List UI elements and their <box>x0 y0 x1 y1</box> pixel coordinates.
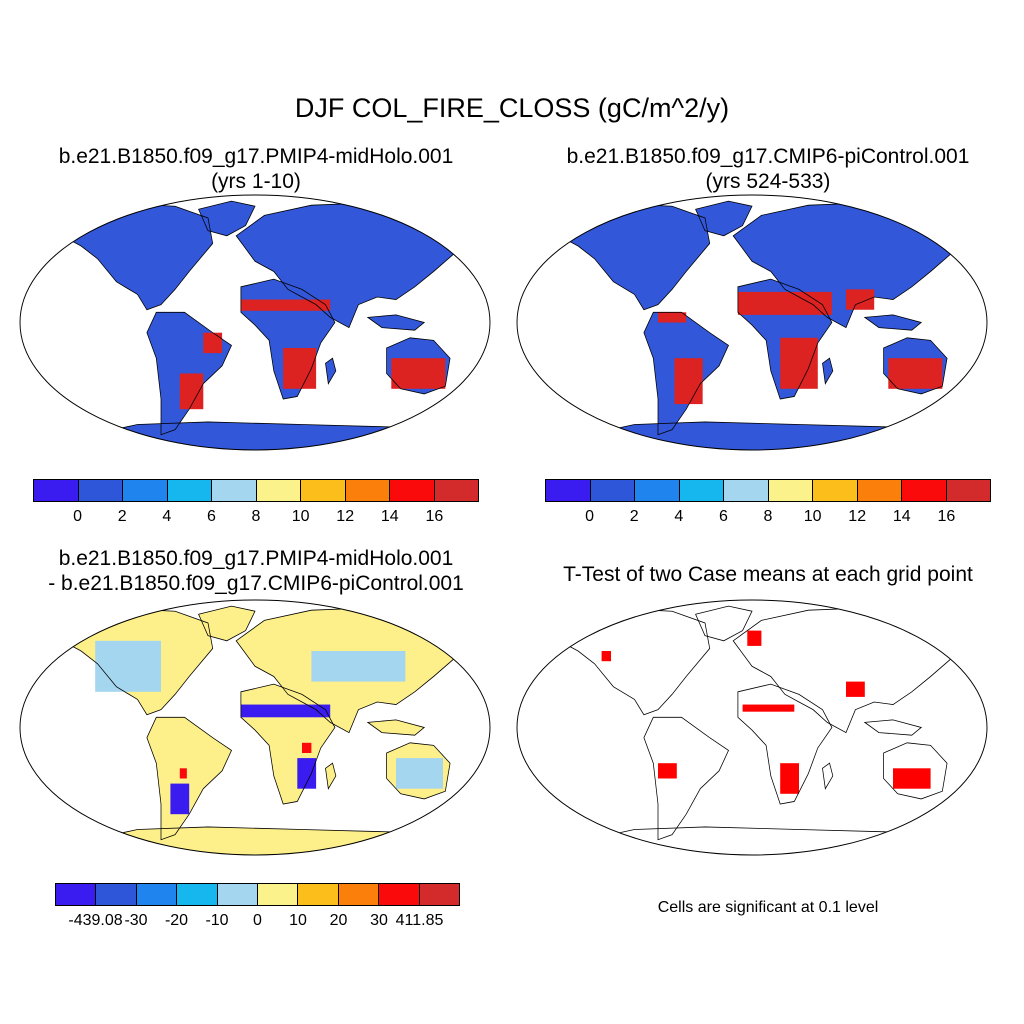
colorbar-tick-label: 14 <box>380 508 399 525</box>
colorbar-swatch <box>297 884 338 905</box>
colorbar-tick-label: 10 <box>803 508 822 525</box>
map-panel-4 <box>516 599 988 856</box>
colorbar-swatch <box>176 884 217 905</box>
panel-1-title-line2: (yrs 1-10) <box>211 170 301 193</box>
map-panel-1 <box>19 194 491 451</box>
colorbar-swatch <box>546 480 590 501</box>
colorbar-swatch <box>255 480 300 501</box>
colorbar-tick-label: 12 <box>848 508 867 525</box>
colorbar-tick-label: 8 <box>251 508 261 525</box>
colorbar-tick-label: 0 <box>253 912 262 929</box>
colorbar-tick-label: 10 <box>289 912 307 929</box>
panel-4-title: T-Test of two Case means at each grid po… <box>512 562 1024 587</box>
colorbar-tick-label: 20 <box>329 912 348 929</box>
panel-2-title-line1: b.e21.B1850.f09_g17.CMIP6-piControl.001 <box>566 145 970 168</box>
colorbar-panel-1 <box>33 479 479 502</box>
colorbar-tick-label: 12 <box>336 508 355 525</box>
positive-anomaly-cells <box>179 742 312 779</box>
colorbar-swatch <box>767 480 812 501</box>
significance-note: Cells are significant at 0.1 level <box>657 899 879 916</box>
colorbar-swatch <box>122 480 167 501</box>
colorbar-swatch <box>723 480 768 501</box>
colorbar-swatch <box>901 480 946 501</box>
colorbar-tick-label: -10 <box>205 912 229 929</box>
colorbar-swatch <box>418 884 460 905</box>
colorbar-swatch <box>216 884 258 905</box>
significant-cells <box>601 630 931 794</box>
colorbar-tick-label: 6 <box>206 508 216 525</box>
panel-3-title-line2: - b.e21.B1850.f09_g17.CMIP6-piControl.00… <box>48 572 464 595</box>
panel-1-title-line1: b.e21.B1850.f09_g17.PMIP4-midHolo.001 <box>58 145 454 168</box>
colorbar-tick-label: 16 <box>937 508 956 525</box>
colorbar-swatch <box>389 480 434 501</box>
colorbar-tick-label: 14 <box>892 508 911 525</box>
colorbar-tick-label: 4 <box>162 508 172 525</box>
colorbar-swatch <box>77 480 122 501</box>
colorbar-swatch <box>56 884 96 905</box>
colorbar-swatch <box>211 480 256 501</box>
fire-hotspots <box>179 299 446 410</box>
colorbar-tick-label: 4 <box>674 508 684 525</box>
colorbar-swatch <box>166 480 211 501</box>
colorbar-tick-label: 2 <box>629 508 639 525</box>
panel-3-title-line1: b.e21.B1850.f09_g17.PMIP4-midHolo.001 <box>58 547 454 570</box>
colorbar-swatch <box>433 480 478 501</box>
map-panel-2 <box>516 194 988 451</box>
colorbar-swatch <box>856 480 901 501</box>
panel-4-title-line1: T-Test of two Case means at each grid po… <box>563 563 973 586</box>
colorbar-tick-label: -20 <box>164 912 189 929</box>
colorbar-swatch <box>337 884 379 905</box>
colorbar-swatch <box>589 480 634 501</box>
colorbar-swatch <box>344 480 389 501</box>
colorbar-swatch <box>95 884 136 905</box>
colorbar-swatch <box>378 884 419 905</box>
colorbar-tick-label: 30 <box>370 912 388 929</box>
negative-anomaly-cells <box>170 704 331 815</box>
colorbar-tick-label: 16 <box>425 508 444 525</box>
panel-3-title: b.e21.B1850.f09_g17.PMIP4-midHolo.001 - … <box>0 546 512 596</box>
colorbar-tick-label: 8 <box>763 508 773 525</box>
fire-hotspots <box>658 289 943 405</box>
panel-2-title: b.e21.B1850.f09_g17.CMIP6-piControl.001 … <box>512 144 1024 194</box>
colorbar-swatch <box>300 480 345 501</box>
colorbar-swatch <box>634 480 679 501</box>
panel-1-title: b.e21.B1850.f09_g17.PMIP4-midHolo.001 (y… <box>0 144 512 194</box>
colorbar-swatch <box>257 884 298 905</box>
colorbar-tick-label: -439.08 <box>68 912 123 929</box>
colorbar-swatch <box>135 884 177 905</box>
colorbar-tick-label: 411.85 <box>395 912 444 929</box>
light-blue-cells <box>95 640 444 789</box>
colorbar-tick-label: 10 <box>291 508 310 525</box>
colorbar-tick-label: 0 <box>585 508 595 525</box>
colorbar-swatch <box>945 480 990 501</box>
panel-2-title-line2: (yrs 524-533) <box>705 170 831 193</box>
map-panel-3 <box>19 599 491 856</box>
colorbar-tick-label: 6 <box>718 508 728 525</box>
colorbar-tick-label: 0 <box>73 508 83 525</box>
colorbar-panel-3 <box>55 883 460 906</box>
colorbar-swatch <box>34 480 78 501</box>
colorbar-tick-label: -30 <box>124 912 148 929</box>
figure-title: DJF COL_FIRE_CLOSS (gC/m^2/y) <box>294 93 730 123</box>
colorbar-swatch <box>812 480 857 501</box>
colorbar-swatch <box>678 480 723 501</box>
colorbar-tick-label: 2 <box>117 508 127 525</box>
colorbar-panel-2 <box>545 479 991 502</box>
